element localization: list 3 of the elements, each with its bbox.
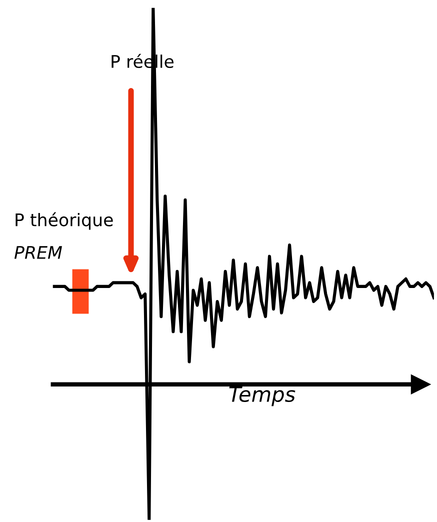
x-axis-title: Temps (229, 386, 296, 406)
annotation: PREM (14, 246, 62, 259)
annotation: P théorique (16, 212, 113, 230)
